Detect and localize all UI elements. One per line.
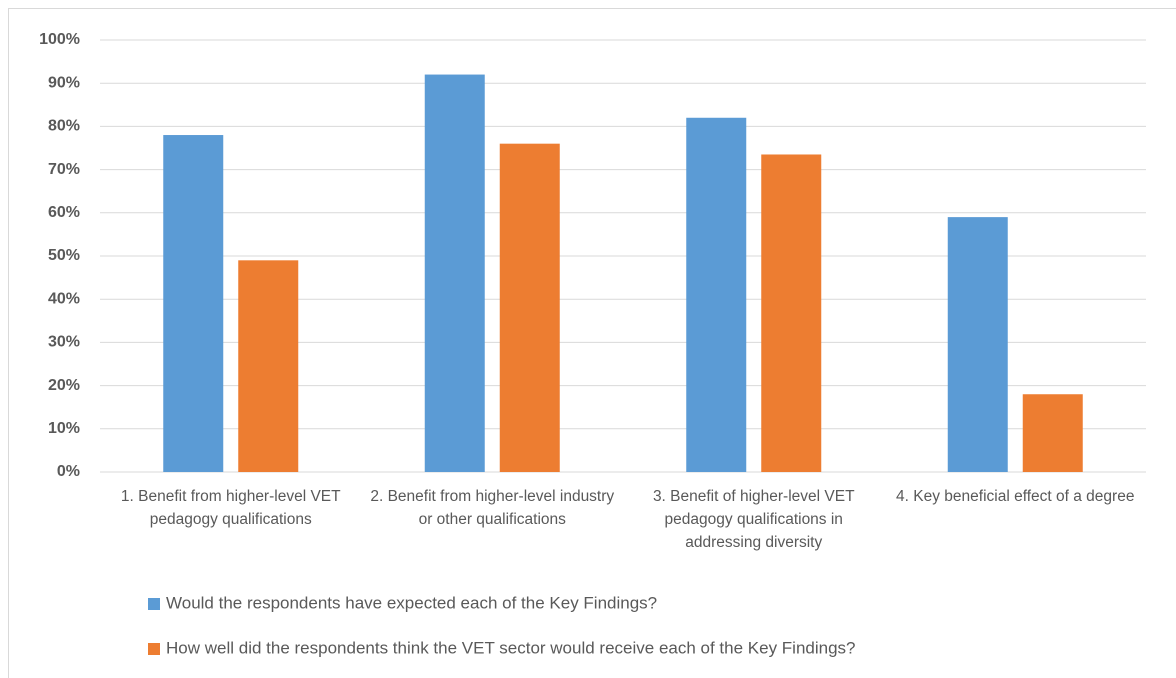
legend-label: Would the respondents have expected each… — [166, 593, 657, 612]
y-tick-label: 60% — [48, 204, 80, 221]
bar — [761, 154, 822, 473]
y-tick-label: 40% — [48, 290, 80, 307]
x-tick-label: 2. Benefit from higher-level industry or… — [370, 488, 615, 528]
legend-swatch — [148, 643, 160, 655]
y-tick-label: 30% — [48, 334, 80, 351]
bar — [499, 143, 560, 472]
y-tick-label: 10% — [48, 420, 80, 437]
y-tick-label: 70% — [48, 161, 80, 178]
y-tick-label: 20% — [48, 377, 80, 394]
y-tick-label: 90% — [48, 74, 80, 91]
bar — [424, 74, 485, 472]
bar — [947, 217, 1008, 472]
y-tick-label: 100% — [39, 31, 80, 48]
y-tick-label: 0% — [57, 463, 80, 480]
bar — [163, 135, 224, 473]
y-tick-label: 50% — [48, 247, 80, 264]
legend-label: How well did the respondents think the V… — [166, 638, 856, 657]
bar — [686, 117, 747, 472]
x-tick-label: 1. Benefit from higher-level VET pedagog… — [120, 488, 341, 528]
bar — [1022, 394, 1083, 472]
x-tick-label: 3. Benefit of higher-level VET pedagogy … — [652, 488, 855, 551]
legend-swatch — [148, 598, 160, 610]
chart-border — [8, 8, 1176, 678]
x-tick-label: 4. Key beneficial effect of a degree — [896, 488, 1135, 505]
y-tick-label: 80% — [48, 118, 80, 135]
bar — [238, 260, 299, 472]
